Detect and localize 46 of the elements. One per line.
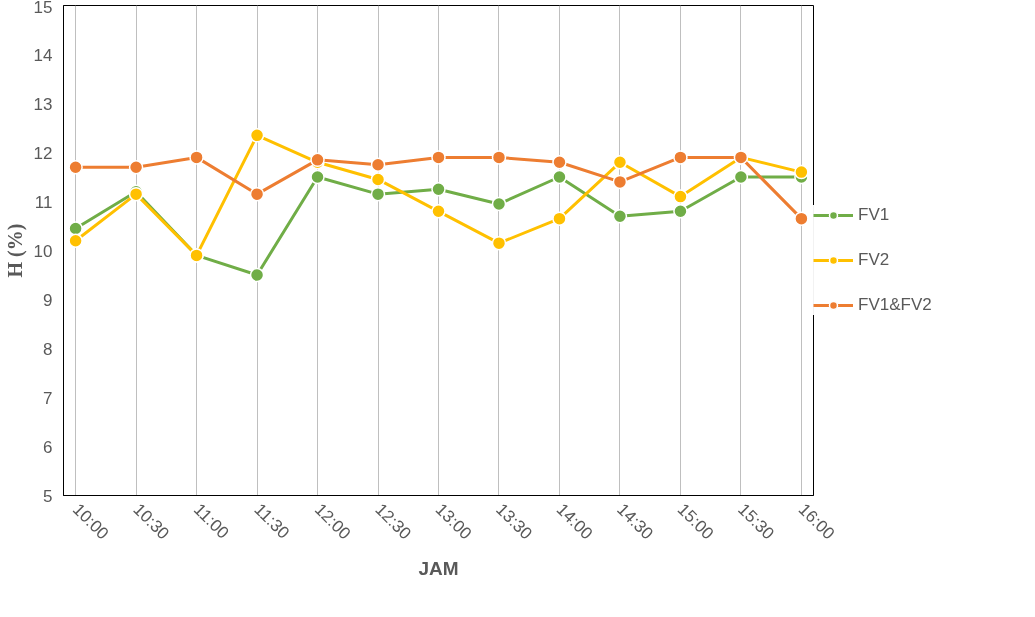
point [673, 189, 688, 204]
point [431, 204, 446, 219]
y-tick-label: 6 [43, 437, 53, 457]
y-tick-label: 13 [33, 94, 53, 114]
point [552, 155, 567, 170]
point [612, 155, 628, 170]
point [431, 182, 446, 197]
y-tick-label: 15 [33, 0, 53, 17]
point [552, 169, 567, 185]
legend-label: FV1&FV2 [858, 295, 932, 315]
point [612, 174, 628, 190]
point [128, 159, 144, 175]
y-axis-title: H (%) [3, 223, 27, 278]
point [733, 169, 749, 185]
point [612, 208, 628, 224]
point [249, 186, 265, 202]
point [794, 211, 809, 226]
point [249, 267, 265, 283]
y-tick-label: 11 [34, 192, 53, 212]
point [68, 221, 83, 236]
point [491, 150, 507, 165]
point [673, 204, 688, 219]
point [370, 172, 386, 187]
point [552, 211, 567, 226]
point [249, 128, 265, 143]
point [491, 235, 507, 251]
y-tick-label: 12 [33, 143, 53, 163]
y-tick-label: 8 [43, 339, 53, 359]
legend-label: FV1 [858, 205, 890, 225]
y-tick-label: 10 [33, 241, 53, 261]
point [431, 150, 446, 165]
y-tick-label: 5 [43, 486, 53, 506]
point [491, 196, 507, 212]
x-axis-title: JAM [418, 558, 459, 580]
point [68, 233, 83, 248]
y-tick-label: 7 [43, 388, 53, 408]
y-tick-label: 9 [43, 290, 53, 310]
point [673, 150, 688, 165]
point [68, 159, 83, 175]
point [370, 157, 386, 172]
point [370, 186, 386, 202]
point [794, 164, 809, 180]
point [310, 169, 325, 185]
point [189, 150, 204, 165]
y-tick-label: 14 [33, 45, 53, 65]
legend-label: FV2 [858, 250, 890, 270]
